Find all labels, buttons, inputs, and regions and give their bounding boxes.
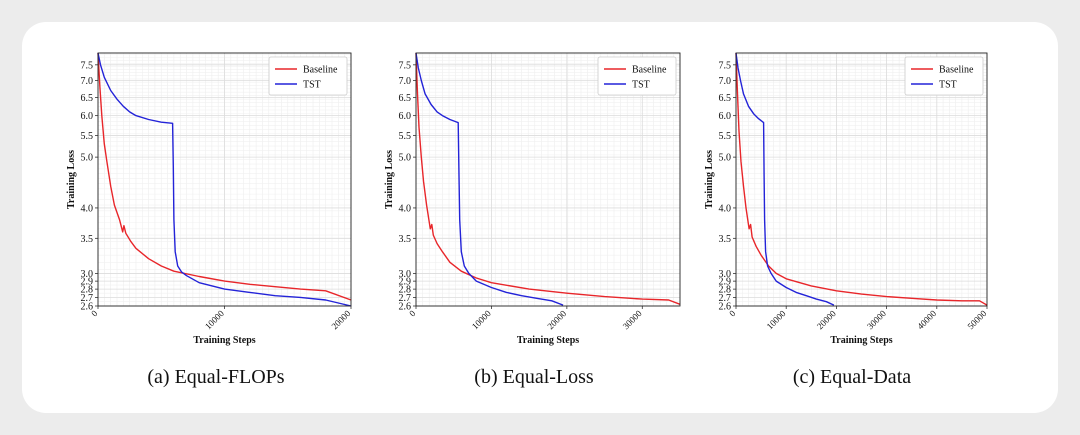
series-line-baseline <box>97 52 352 301</box>
series-line-baseline <box>735 52 988 306</box>
legend-label-tst: TST <box>303 80 321 91</box>
y-tick-label: 6.5 <box>719 93 732 104</box>
legend-label-baseline: Baseline <box>632 65 667 76</box>
y-tick-label: 2.7 <box>81 293 94 304</box>
y-tick-label: 6.0 <box>719 111 732 122</box>
y-axis-label: Training Loss <box>704 150 715 209</box>
y-tick-label: 7.5 <box>81 60 94 71</box>
x-tick-label: 50000 <box>965 308 988 331</box>
chart-panel-1: 2.62.72.82.93.0 3.5 4.0 5.0 5.5 6.0 6.5 7.0 7.5 0… <box>66 52 353 346</box>
caption-equal-loss: (b) Equal-Loss <box>474 366 594 388</box>
x-tick-label: 20000 <box>329 308 352 331</box>
y-tick-label: 3.5 <box>81 234 94 245</box>
y-tick-label: 2.8 <box>81 285 94 296</box>
y-tick-label: 7.0 <box>399 76 412 87</box>
x-tick-label: 30000 <box>865 308 888 331</box>
y-tick-label: 2.6 <box>719 302 732 313</box>
x-tick-label: 40000 <box>915 308 938 331</box>
y-axis-label: Training Loss <box>66 150 77 209</box>
y-tick-label: 5.5 <box>719 131 732 142</box>
legend-box <box>597 56 677 96</box>
y-tick-label: 5.0 <box>719 153 732 164</box>
legend: Baseline TST <box>268 56 348 96</box>
y-tick-label: 3.0 <box>81 269 94 280</box>
y-tick-label: 3.5 <box>399 234 412 245</box>
y-tick-label: 5.0 <box>399 153 412 164</box>
y-tick-label: 2.6 <box>81 302 94 313</box>
x-tick-label: 0 <box>407 308 418 319</box>
x-axis-label: Training Steps <box>830 335 892 346</box>
y-tick-label: 4.0 <box>399 203 412 214</box>
y-tick-label: 7.5 <box>719 60 732 71</box>
legend-box <box>268 56 348 96</box>
y-tick-label: 4.0 <box>719 203 732 214</box>
legend-label-baseline: Baseline <box>303 65 338 76</box>
y-tick-label: 6.0 <box>399 111 412 122</box>
y-tick-label: 4.0 <box>81 203 94 214</box>
y-tick-label: 2.7 <box>719 293 732 304</box>
caption-equal-flops: (a) Equal-FLOPs <box>147 366 285 388</box>
y-tick-label: 5.5 <box>399 131 412 142</box>
legend: Baseline TST <box>597 56 677 96</box>
y-tick-label: 2.9 <box>81 277 94 288</box>
y-tick-label: 3.5 <box>719 234 732 245</box>
y-axis-label: Training Loss <box>384 150 395 209</box>
x-tick-label: 0 <box>727 308 738 319</box>
plot-frame <box>735 52 988 307</box>
y-tick-label: 5.0 <box>81 153 94 164</box>
y-tick-label: 7.5 <box>399 60 412 71</box>
legend-label-baseline: Baseline <box>939 65 974 76</box>
legend-label-tst: TST <box>939 80 957 91</box>
y-tick-label: 6.5 <box>81 93 94 104</box>
plot-frame <box>415 52 681 307</box>
chart-panel-2: 2.62.72.82.93.0 3.5 4.0 5.0 5.5 6.0 6.5 7.0 7.5 0… <box>384 52 681 346</box>
x-tick-label: 10000 <box>470 308 493 331</box>
x-axis-label: Training Steps <box>193 335 255 346</box>
y-tick-label: 2.8 <box>719 285 732 296</box>
series-line-tst <box>415 52 564 306</box>
y-tick-label: 7.0 <box>81 76 94 87</box>
caption-equal-data: (c) Equal-Data <box>792 366 912 388</box>
y-tick-label: 2.6 <box>399 302 412 313</box>
y-tick-label: 6.0 <box>81 111 94 122</box>
x-tick-label: 0 <box>89 308 100 319</box>
x-tick-label: 20000 <box>545 308 568 331</box>
legend: Baseline TST <box>904 56 984 96</box>
y-tick-label: 2.9 <box>719 277 732 288</box>
x-tick-label: 10000 <box>765 308 788 331</box>
x-tick-label: 30000 <box>621 308 644 331</box>
legend-label-tst: TST <box>632 80 650 91</box>
y-tick-label: 3.0 <box>719 269 732 280</box>
chart-panel-3: 2.62.72.82.93.0 3.5 4.0 5.0 5.5 6.0 6.5 7.0 7.5 0… <box>704 52 989 346</box>
y-tick-label: 2.9 <box>399 277 412 288</box>
y-tick-label: 2.7 <box>399 293 412 304</box>
x-tick-label: 20000 <box>815 308 838 331</box>
y-tick-label: 3.0 <box>399 269 412 280</box>
legend-box <box>904 56 984 96</box>
series-line-tst <box>735 52 835 306</box>
x-axis-label: Training Steps <box>517 335 579 346</box>
plot-frame <box>97 52 352 307</box>
y-tick-label: 6.5 <box>399 93 412 104</box>
y-tick-label: 7.0 <box>719 76 732 87</box>
x-tick-label: 10000 <box>203 308 226 331</box>
y-tick-label: 2.8 <box>399 285 412 296</box>
series-line-tst <box>97 52 352 307</box>
y-tick-label: 5.5 <box>81 131 94 142</box>
series-line-baseline <box>415 52 681 305</box>
